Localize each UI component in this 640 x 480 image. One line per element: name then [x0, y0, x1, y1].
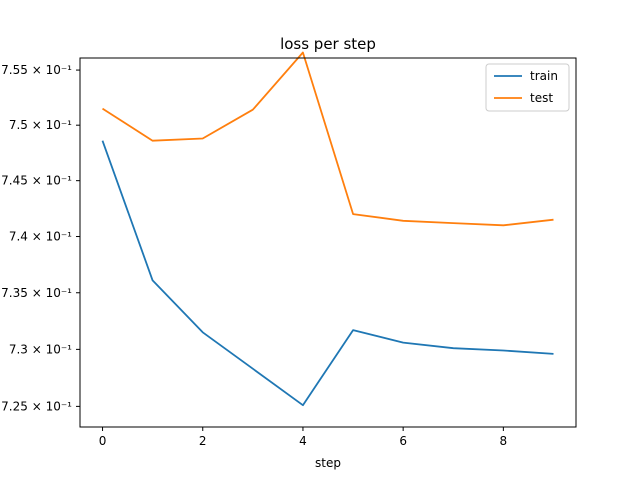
y-tick-label: 7.4 × 10⁻¹: [9, 230, 72, 244]
x-tick-label: 8: [500, 434, 508, 448]
x-tick-label: 6: [399, 434, 407, 448]
legend-label-train: train: [530, 69, 558, 83]
y-axis: 7.25 × 10⁻¹ 7.3 × 10⁻¹ 7.35 × 10⁻¹ 7.4 × 10…: [1, 63, 80, 413]
x-axis-label: step: [315, 456, 341, 470]
y-tick-label: 7.5 × 10⁻¹: [9, 118, 72, 132]
chart-title: loss per step: [280, 35, 376, 53]
series-line-train: [101, 140, 554, 407]
x-tick-label: 2: [199, 434, 207, 448]
axes-frame: [79, 57, 577, 428]
y-tick-label: 7.45 × 10⁻¹: [1, 174, 72, 188]
plot-area: [101, 51, 554, 407]
y-tick-label: 7.25 × 10⁻¹: [1, 399, 72, 413]
y-tick-label: 7.55 × 10⁻¹: [1, 63, 72, 77]
legend-label-test: test: [530, 91, 553, 105]
x-axis: 0 2 4 6 8: [99, 427, 507, 448]
legend: train test: [485, 63, 570, 112]
x-tick-label: 4: [299, 434, 307, 448]
y-tick-label: 7.3 × 10⁻¹: [9, 342, 72, 356]
y-tick-label: 7.35 × 10⁻¹: [1, 286, 72, 300]
series-line-test: [102, 51, 554, 227]
x-tick-label: 0: [99, 434, 107, 448]
